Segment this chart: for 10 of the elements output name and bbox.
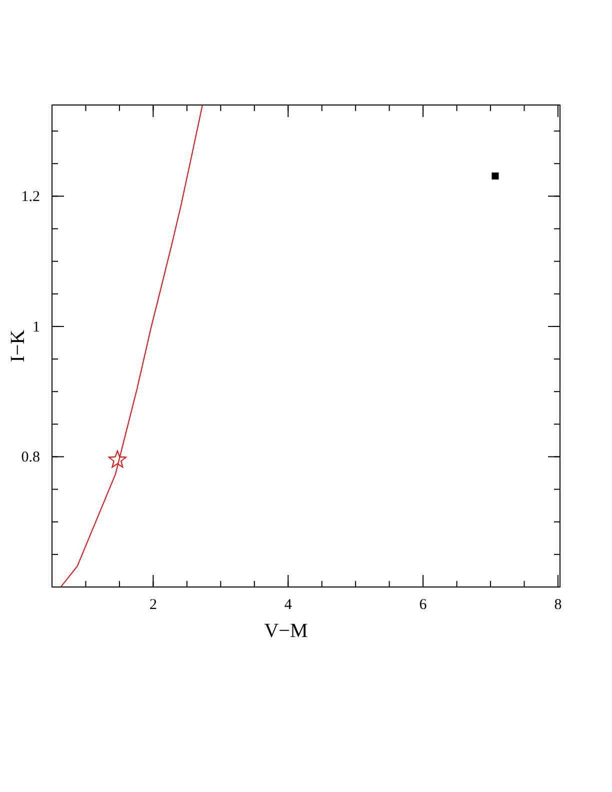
y-tick-label: 1 [32, 319, 40, 336]
y-tick-label: 1.2 [21, 189, 40, 206]
line-series [60, 105, 203, 587]
y-tick-label: 0.8 [21, 450, 40, 466]
x-tick-label: 4 [284, 597, 292, 613]
x-tick-label: 6 [419, 597, 428, 613]
x-tick-label: 8 [554, 597, 562, 613]
x-tick-label: 2 [149, 597, 157, 613]
y-axis-title: I−K [7, 329, 29, 362]
x-axis-title: V−M [264, 620, 308, 642]
